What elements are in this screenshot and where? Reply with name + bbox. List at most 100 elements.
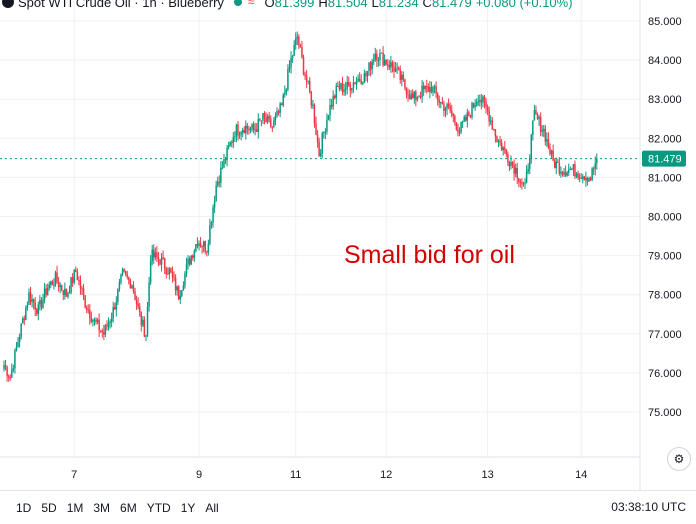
candle-body xyxy=(567,169,570,173)
candle-body xyxy=(221,167,224,169)
symbol-title[interactable]: Spot WTI Crude Oil · 1h · Blueberry xyxy=(18,0,224,10)
candle-body xyxy=(140,312,143,326)
candle-body xyxy=(315,123,317,135)
candle-body xyxy=(493,129,495,131)
candle-body xyxy=(279,103,281,113)
auto-scale-icon[interactable]: ⚙ xyxy=(667,447,691,471)
range-5d-button[interactable]: 5D xyxy=(41,500,57,515)
candle-body xyxy=(120,274,122,282)
candle-body xyxy=(455,122,458,130)
candle-body xyxy=(444,108,447,111)
candle-body xyxy=(11,369,13,378)
candle-body xyxy=(112,307,114,318)
candle-body xyxy=(544,128,547,142)
candle-body xyxy=(536,114,539,120)
candle-body xyxy=(160,257,163,265)
y-tick-label: 75.000 xyxy=(648,407,682,419)
candle-body xyxy=(575,173,578,177)
candle-body xyxy=(371,61,373,70)
candle-body xyxy=(563,171,565,175)
open-label: O xyxy=(264,0,275,10)
range-1y-button[interactable]: 1Y xyxy=(180,500,196,515)
price-change: +0.080 (+0.10%) xyxy=(475,0,573,10)
range-ytd-button[interactable]: YTD xyxy=(146,500,171,515)
market-status-icon xyxy=(233,0,242,6)
candle-body xyxy=(346,82,348,89)
candle-body xyxy=(550,150,553,155)
candle-body xyxy=(466,112,469,121)
candle-body xyxy=(148,282,150,307)
candle-body xyxy=(165,268,167,274)
candle-body xyxy=(461,121,464,123)
candle-body xyxy=(452,113,455,116)
candle-body xyxy=(500,142,503,151)
candle-body xyxy=(93,319,96,321)
candle-body xyxy=(227,145,230,148)
candle-body xyxy=(193,250,196,258)
candle-body xyxy=(533,110,536,121)
candle-body xyxy=(15,346,18,351)
candle-body xyxy=(201,246,203,248)
candle-body xyxy=(594,163,596,169)
candle-body xyxy=(433,86,436,88)
candle-body xyxy=(168,268,171,275)
candle-body xyxy=(415,91,417,100)
candle-body xyxy=(404,79,406,88)
candle-body xyxy=(485,101,487,107)
candle-body xyxy=(564,171,567,176)
time-axis[interactable]: 7 9 11 12 13 14 xyxy=(71,469,587,481)
candle-body xyxy=(546,139,548,142)
candle-body xyxy=(360,80,362,85)
candle-body xyxy=(56,272,58,283)
candle-body xyxy=(73,269,75,283)
candle-body xyxy=(327,115,330,120)
symbol-logo-icon xyxy=(2,0,14,8)
price-axis[interactable]: 75.000 76.000 77.000 78.000 79.000 80.000 81.0… xyxy=(0,0,682,490)
candle-body xyxy=(301,47,303,58)
candle-body xyxy=(321,133,323,154)
candle-body xyxy=(513,164,515,174)
utc-clock[interactable]: 03:38:10 UTC xyxy=(611,500,686,514)
x-tick-label: 7 xyxy=(71,469,77,481)
candle-body xyxy=(468,112,470,116)
candle-body xyxy=(190,255,192,265)
candle-body xyxy=(245,125,247,134)
candle-body xyxy=(446,103,448,109)
y-tick-label: 77.000 xyxy=(648,329,682,341)
candle-body xyxy=(224,159,227,161)
candle-body xyxy=(196,244,199,246)
candle-body xyxy=(419,96,422,98)
candle-body xyxy=(343,89,345,92)
candle-body xyxy=(416,97,419,100)
compare-icon[interactable]: ≈ xyxy=(247,0,255,9)
grid-lines xyxy=(0,0,640,457)
candle-body xyxy=(313,104,316,124)
candle-body xyxy=(188,258,191,265)
y-tick-label: 83.000 xyxy=(648,94,682,106)
range-6m-button[interactable]: 6M xyxy=(120,500,137,515)
candle-body xyxy=(393,66,395,72)
range-all-button[interactable]: All xyxy=(205,500,219,515)
candle-body xyxy=(525,171,528,183)
candle-body xyxy=(405,87,408,95)
candle-body xyxy=(145,335,147,337)
price-chart[interactable]: 75.000 76.000 77.000 78.000 79.000 80.000 81.0… xyxy=(0,0,696,490)
candle-body xyxy=(293,44,295,56)
candle-body xyxy=(591,168,593,180)
candle-body xyxy=(351,88,353,91)
candle-body xyxy=(109,321,111,323)
candle-body xyxy=(265,117,267,122)
candle-body xyxy=(543,128,545,131)
range-1d-button[interactable]: 1D xyxy=(16,500,32,515)
candle-body xyxy=(241,129,244,133)
candle-body xyxy=(463,116,465,122)
candle-body xyxy=(391,62,394,67)
candle-body xyxy=(521,182,523,184)
candle-body xyxy=(436,93,439,101)
candle-body xyxy=(497,140,500,142)
candle-body xyxy=(588,177,590,182)
range-1m-button[interactable]: 1M xyxy=(66,500,84,515)
candle-body xyxy=(85,307,88,310)
candle-body xyxy=(299,45,302,48)
range-3m-button[interactable]: 3M xyxy=(93,500,111,515)
